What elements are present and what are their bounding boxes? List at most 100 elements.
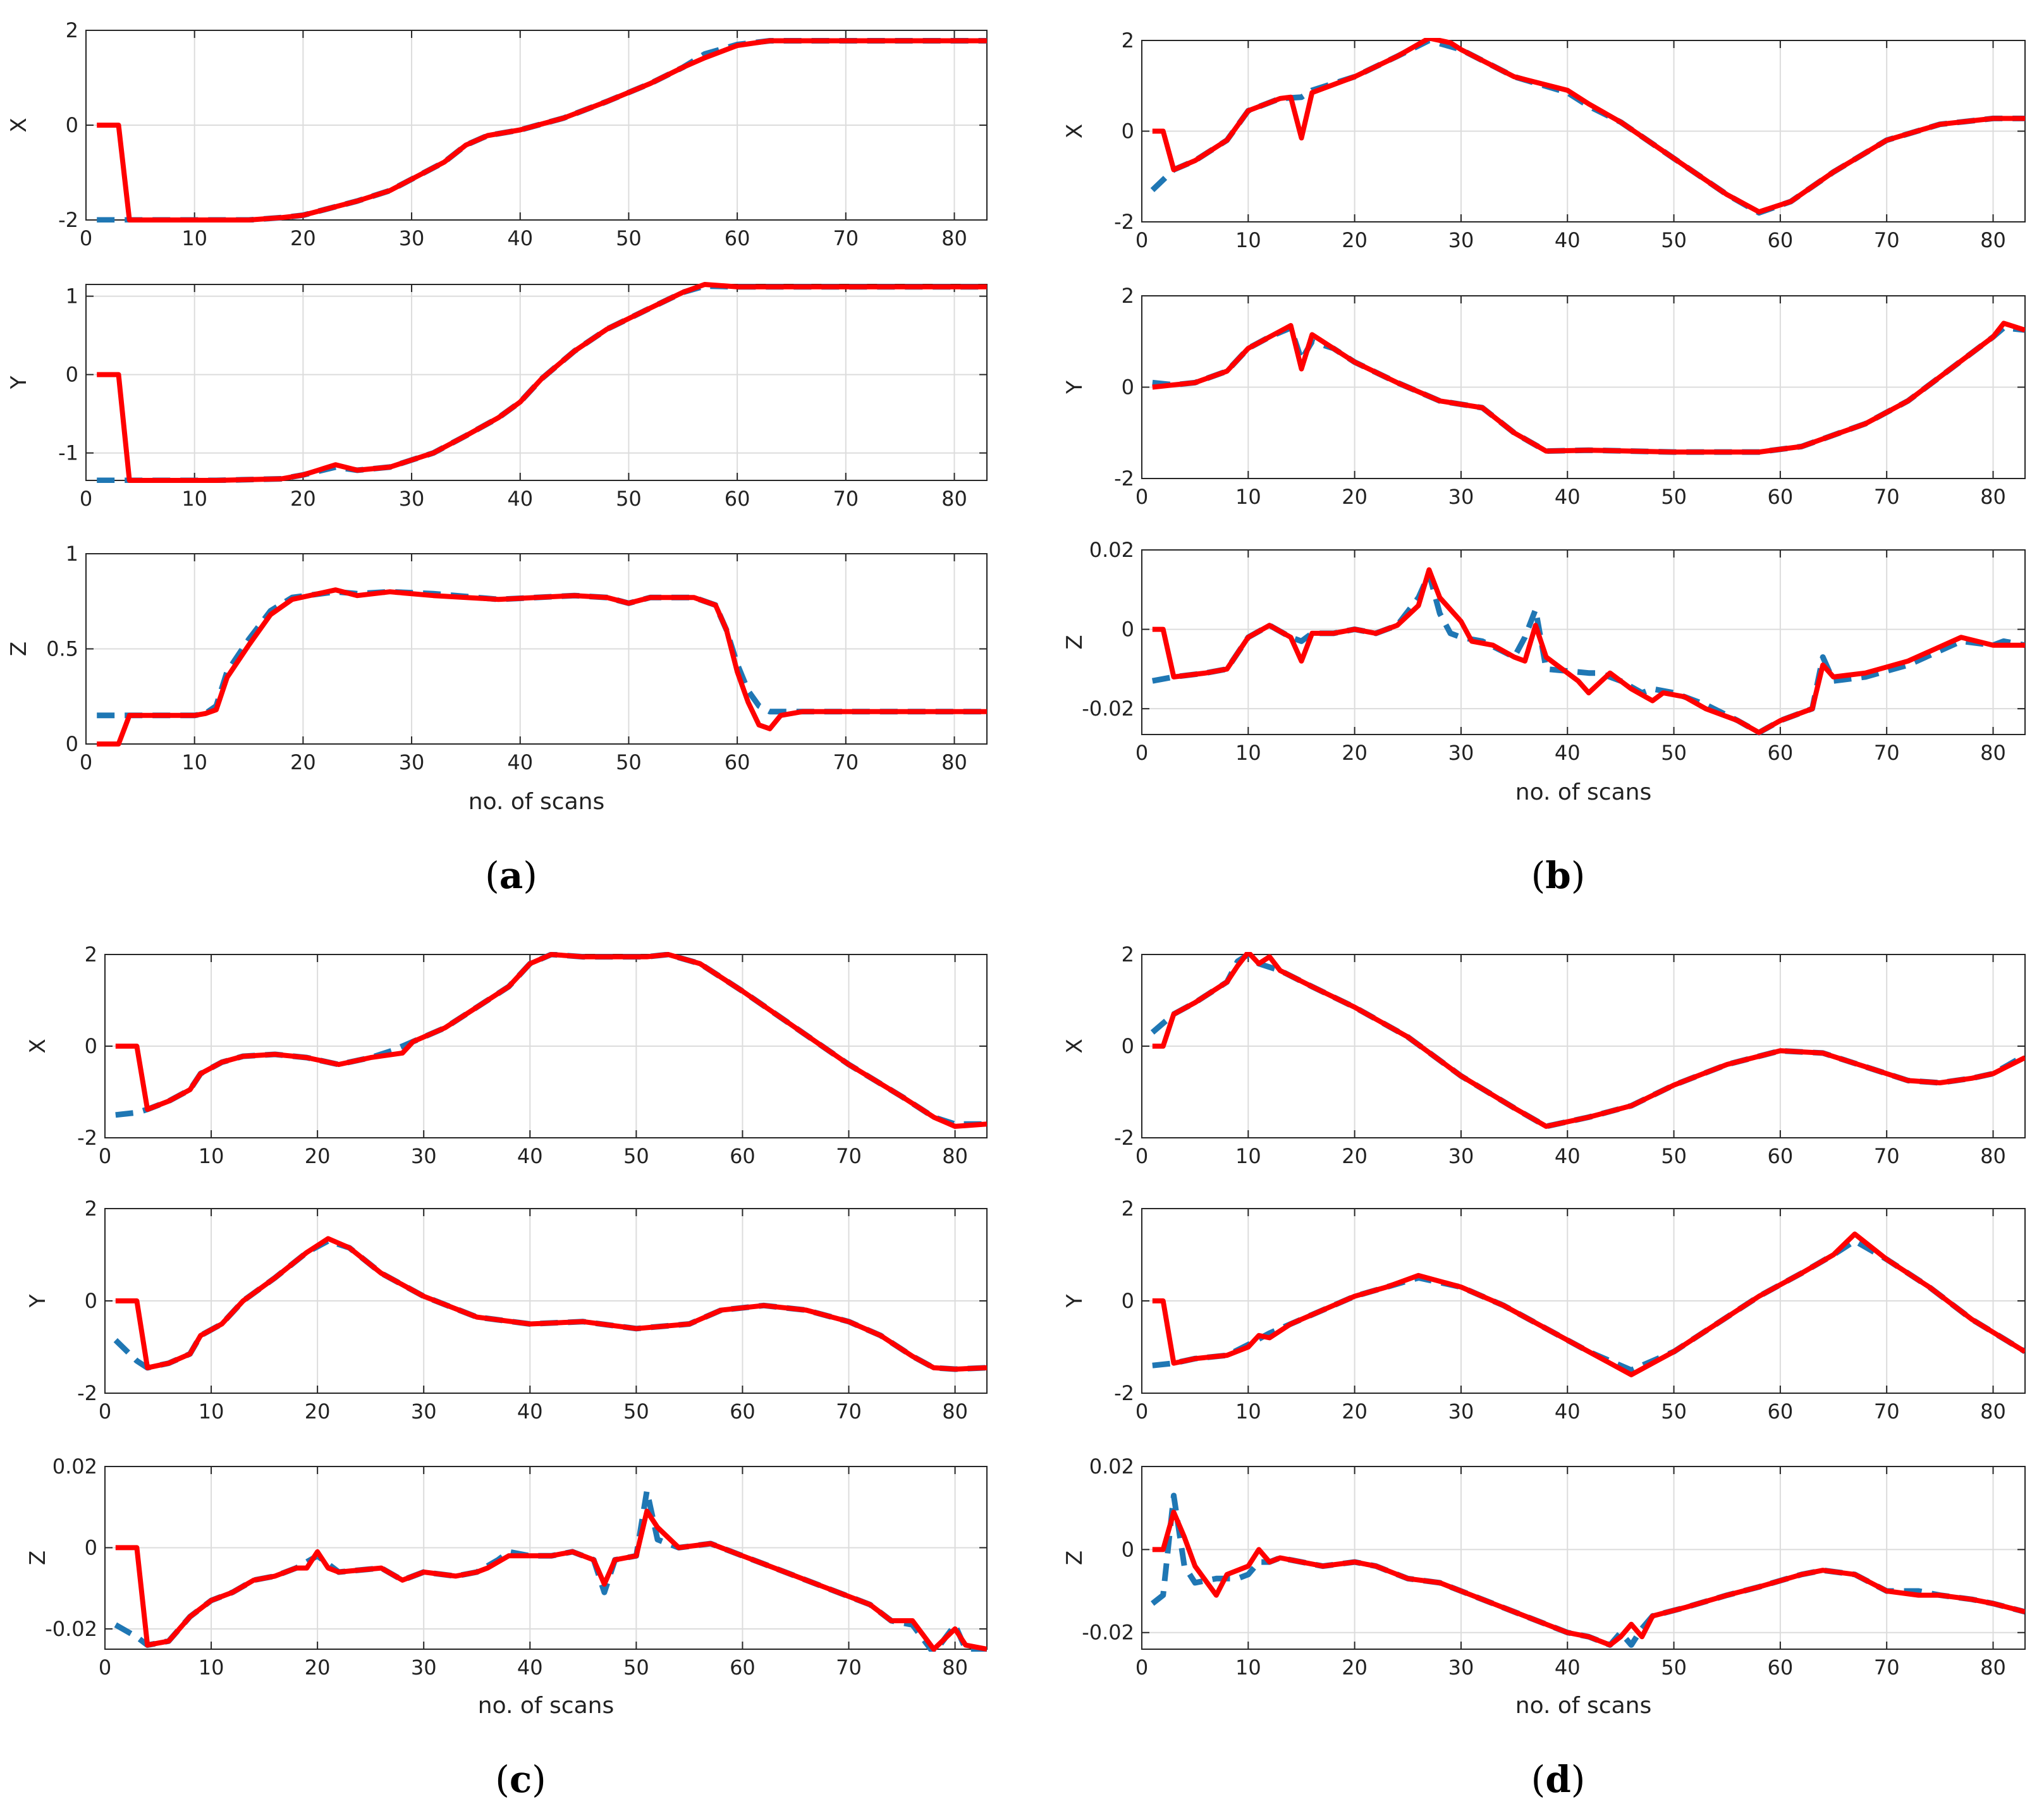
y-tick-label: -2 [1114, 1381, 1134, 1405]
y-tick-label: 0 [85, 1289, 97, 1313]
y-axis-label: Y [1062, 1294, 1087, 1308]
y-tick-label: 2 [66, 18, 78, 42]
x-tick-label: 80 [1980, 1656, 2006, 1680]
x-tick-label: 50 [1661, 485, 1687, 509]
y-tick-label: -1 [58, 441, 78, 465]
y-axis-label: Z [1062, 1551, 1087, 1565]
x-tick-label: 10 [181, 750, 207, 774]
x-tick-label: 60 [725, 487, 750, 511]
series-line-solid [97, 587, 987, 747]
x-tick-label: 80 [942, 1144, 968, 1168]
x-tick-label: 10 [1235, 1656, 1261, 1680]
x-axis-label: no. of scans [478, 1693, 614, 1719]
x-tick-label: 30 [1448, 1144, 1474, 1168]
x-tick-label: 10 [181, 226, 207, 250]
y-tick-label: -2 [1114, 466, 1134, 491]
x-tick-label: 50 [623, 1399, 649, 1424]
x-tick-label: 70 [1874, 1144, 1900, 1168]
panel-label: (b) [1531, 854, 1586, 897]
x-tick-label: 80 [1980, 228, 2006, 252]
y-tick-label: 2 [1122, 28, 1134, 52]
series-line-solid [1152, 38, 2025, 215]
x-tick-label: 30 [1448, 1656, 1474, 1680]
x-tick-label: 10 [181, 487, 207, 511]
x-tick-label: 50 [616, 487, 642, 511]
x-tick-label: 0 [80, 487, 92, 511]
x-tick-label: 0 [80, 750, 92, 774]
x-tick-label: 60 [725, 226, 750, 250]
x-tick-label: 20 [305, 1399, 331, 1424]
y-tick-label: -0.02 [1082, 697, 1134, 721]
y-axis-label: X [1062, 124, 1087, 138]
x-tick-label: 40 [1555, 485, 1581, 509]
x-tick-label: 30 [399, 487, 425, 511]
series-line-solid [115, 1508, 987, 1652]
x-tick-label: 10 [1235, 1144, 1261, 1168]
y-axis-label: Z [25, 1551, 51, 1565]
y-tick-label: 2 [1122, 1197, 1134, 1221]
x-tick-label: 80 [1980, 1144, 2006, 1168]
x-tick-label: 80 [942, 1656, 968, 1680]
x-axis-label: no. of scans [1515, 779, 1651, 805]
x-axis-label: no. of scans [468, 789, 604, 815]
x-tick-label: 40 [507, 487, 533, 511]
y-tick-label: -0.02 [1082, 1621, 1134, 1645]
y-tick-label: 2 [1122, 284, 1134, 308]
y-tick-label: 2 [85, 1197, 97, 1221]
axes-box [1141, 1466, 2026, 1650]
x-tick-label: 40 [1555, 741, 1581, 765]
y-tick-label: 0 [1122, 1034, 1134, 1058]
axes-box [85, 284, 988, 481]
series-line-solid [97, 38, 987, 223]
x-tick-label: 10 [1235, 485, 1261, 509]
y-tick-label: -2 [77, 1126, 97, 1150]
y-tick-label: 0 [1122, 618, 1134, 642]
x-tick-label: 60 [1768, 741, 1794, 765]
x-tick-label: 30 [411, 1399, 437, 1424]
series-line-solid [97, 282, 987, 483]
y-tick-label: 0 [85, 1034, 97, 1058]
y-tick-label: -2 [1114, 210, 1134, 234]
x-tick-label: 0 [99, 1656, 111, 1680]
y-axis-label: Z [6, 642, 32, 656]
y-axis-label: X [6, 118, 32, 132]
x-tick-label: 20 [290, 487, 316, 511]
x-tick-label: 40 [507, 226, 533, 250]
x-tick-label: 80 [942, 1399, 968, 1424]
y-axis-label: X [1062, 1039, 1087, 1053]
x-tick-label: 70 [836, 1399, 862, 1424]
x-tick-label: 70 [836, 1656, 862, 1680]
y-axis-label: X [25, 1039, 51, 1053]
x-tick-label: 70 [1874, 228, 1900, 252]
x-tick-label: 20 [1342, 1399, 1368, 1424]
y-axis-label: Y [6, 375, 32, 389]
y-axis-label: Z [1062, 635, 1087, 649]
x-tick-label: 0 [1135, 1144, 1148, 1168]
x-tick-label: 40 [517, 1656, 543, 1680]
x-tick-label: 70 [833, 750, 859, 774]
x-tick-label: 50 [623, 1144, 649, 1168]
x-tick-label: 20 [290, 226, 316, 250]
y-tick-label: 0 [66, 113, 78, 137]
x-tick-label: 70 [833, 487, 859, 511]
x-tick-label: 0 [1135, 228, 1148, 252]
panel-label: (d) [1531, 1758, 1586, 1801]
x-tick-label: 10 [1235, 741, 1261, 765]
series-line-solid [1152, 567, 2025, 735]
y-tick-label: 0 [85, 1535, 97, 1559]
x-tick-label: 60 [1768, 485, 1794, 509]
x-tick-label: 60 [725, 750, 750, 774]
x-tick-label: 70 [836, 1144, 862, 1168]
x-tick-label: 30 [1448, 228, 1474, 252]
x-tick-label: 50 [1661, 228, 1687, 252]
